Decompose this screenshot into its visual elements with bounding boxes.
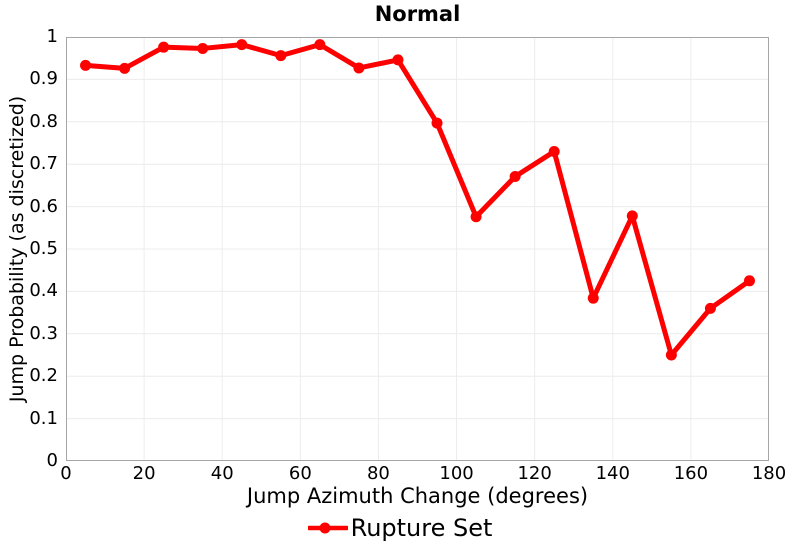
data-point-marker: [314, 39, 326, 51]
x-tick-label: 40: [210, 463, 234, 484]
y-tick-label: 0.1: [29, 407, 58, 429]
data-point-marker: [392, 54, 404, 66]
data-point-marker: [743, 275, 755, 287]
x-tick-label: 180: [751, 463, 787, 484]
chart-title: Normal: [374, 2, 461, 26]
legend: Rupture Set: [0, 510, 800, 546]
data-point-marker: [353, 62, 365, 74]
legend-series-label: Rupture Set: [350, 514, 493, 542]
x-tick-label: 20: [132, 463, 156, 484]
y-tick-label: 1: [46, 26, 58, 47]
data-point-marker: [587, 292, 599, 304]
data-point-marker: [665, 349, 677, 361]
data-point-marker: [548, 145, 560, 157]
x-tick-label: 100: [439, 463, 474, 484]
x-tick-label: 60: [288, 463, 312, 484]
data-point-marker: [197, 42, 209, 54]
y-tick-label: 0: [46, 450, 58, 471]
data-point-marker: [509, 170, 521, 182]
data-point-marker: [431, 117, 443, 129]
data-point-marker: [158, 41, 170, 53]
data-point-marker: [119, 62, 131, 74]
y-tick-label: 0.2: [29, 365, 58, 387]
y-tick-label: 0.5: [29, 238, 58, 259]
y-tick-label: 0.6: [29, 195, 58, 217]
x-tick-label: 0: [60, 463, 72, 484]
y-tick-label: 0.4: [29, 280, 58, 302]
x-tick-label: 80: [366, 463, 390, 484]
data-point-marker: [275, 50, 287, 62]
data-point-marker: [236, 39, 248, 51]
data-point-marker: [80, 59, 92, 71]
x-axis-label: Jump Azimuth Change (degrees): [246, 484, 589, 508]
x-tick-label: 120: [517, 463, 552, 484]
x-tick-label: 160: [673, 463, 709, 484]
plot-area: [66, 37, 769, 461]
y-tick-label: 0.7: [29, 153, 58, 175]
legend-line-marker-icon: [307, 522, 348, 534]
data-point-marker: [704, 302, 716, 314]
series-line: [83, 42, 752, 358]
data-point-marker: [470, 211, 482, 223]
x-tick-label: 140: [595, 463, 630, 484]
plot-border: [66, 37, 769, 461]
data-point-marker: [626, 210, 638, 222]
y-tick-label: 0.8: [29, 110, 58, 132]
y-tick-label: 0.3: [29, 322, 58, 344]
y-tick-label: 0.9: [29, 68, 58, 90]
